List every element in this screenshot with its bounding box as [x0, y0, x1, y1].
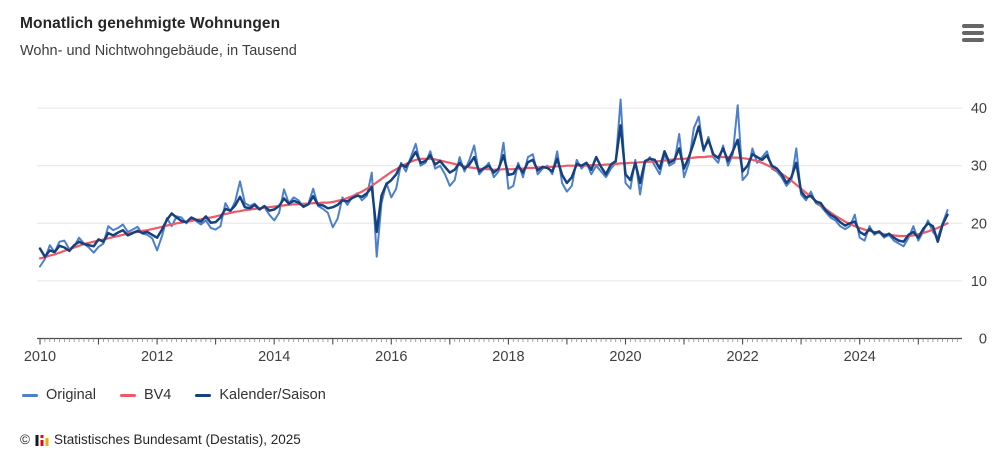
destatis-logo-icon — [35, 435, 49, 446]
credits-text: Statistisches Bundesamt (Destatis), 2025 — [53, 432, 301, 447]
hamburger-menu-icon — [962, 31, 984, 35]
x-axis-label: 2014 — [258, 349, 290, 365]
chart-title: Monatlich genehmigte Wohnungen — [20, 15, 281, 32]
x-axis-label: 2012 — [141, 349, 173, 365]
legend-label: BV4 — [143, 387, 172, 403]
chart-legend: Original BV4 Kalender/Saison — [22, 387, 326, 403]
x-axis-label: 2020 — [609, 349, 641, 365]
hamburger-menu-icon — [962, 24, 984, 28]
series-line-original[interactable] — [39, 98, 949, 268]
chart-plot: 2010 2012 2014 2016 2018 2020 2022 2024 0 10 20 30 4… — [24, 98, 987, 365]
hamburger-menu-icon — [962, 38, 984, 42]
legend-label: Original — [46, 387, 96, 403]
legend-item-kalender-saison[interactable]: Kalender/Saison — [195, 387, 326, 403]
y-axis-label: 0 — [979, 332, 987, 348]
credits-link[interactable]: © Statistisches Bundesamt (Destatis), 20… — [20, 432, 301, 447]
legend-line-marker-icon — [119, 393, 136, 397]
x-axis-label: 2018 — [492, 349, 524, 365]
y-axis-label: 40 — [971, 101, 987, 117]
legend-line-marker-icon — [195, 393, 212, 397]
series-line-bv4[interactable] — [38, 155, 949, 260]
chart-header: Monatlich genehmigte Wohnungen Wohn- und… — [20, 15, 297, 59]
x-axis-label: 2022 — [726, 349, 758, 365]
x-axis-label: 2024 — [844, 349, 876, 365]
series-line-kalender-saison[interactable] — [38, 124, 949, 258]
y-axis-label: 10 — [971, 274, 987, 290]
legend-line-marker-icon — [22, 393, 38, 397]
legend-item-original[interactable]: Original — [22, 387, 96, 403]
y-axis-label: 30 — [971, 159, 987, 175]
chart-context-menu-button[interactable] — [962, 22, 988, 44]
copyright-symbol: © — [20, 432, 30, 447]
x-axis-label: 2016 — [375, 349, 407, 365]
legend-label: Kalender/Saison — [219, 387, 326, 403]
x-axis-label: 2010 — [24, 349, 56, 365]
legend-item-bv4[interactable]: BV4 — [119, 387, 172, 403]
chart-subtitle: Wohn- und Nichtwohngebäude, in Tausend — [20, 42, 297, 59]
y-axis-label: 20 — [971, 216, 987, 232]
